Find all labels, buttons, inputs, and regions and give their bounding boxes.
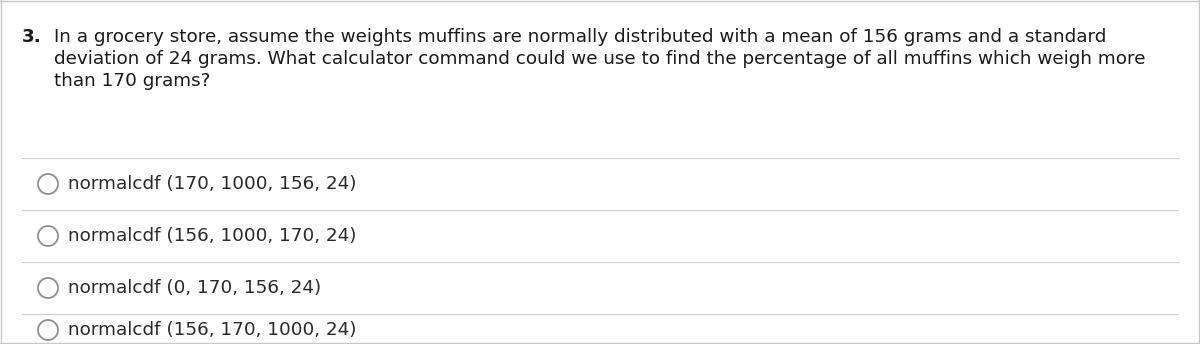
Text: normalcdf (0, 170, 156, 24): normalcdf (0, 170, 156, 24) bbox=[68, 279, 322, 297]
Text: In a grocery store, assume the weights muffins are normally distributed with a m: In a grocery store, assume the weights m… bbox=[54, 28, 1106, 46]
Text: normalcdf (170, 1000, 156, 24): normalcdf (170, 1000, 156, 24) bbox=[68, 175, 356, 193]
Text: normalcdf (156, 170, 1000, 24): normalcdf (156, 170, 1000, 24) bbox=[68, 321, 356, 339]
Text: 3.: 3. bbox=[22, 28, 42, 46]
Text: normalcdf (156, 1000, 170, 24): normalcdf (156, 1000, 170, 24) bbox=[68, 227, 356, 245]
Text: deviation of 24 grams. What calculator command could we use to find the percenta: deviation of 24 grams. What calculator c… bbox=[54, 50, 1146, 68]
Text: than 170 grams?: than 170 grams? bbox=[54, 72, 210, 90]
